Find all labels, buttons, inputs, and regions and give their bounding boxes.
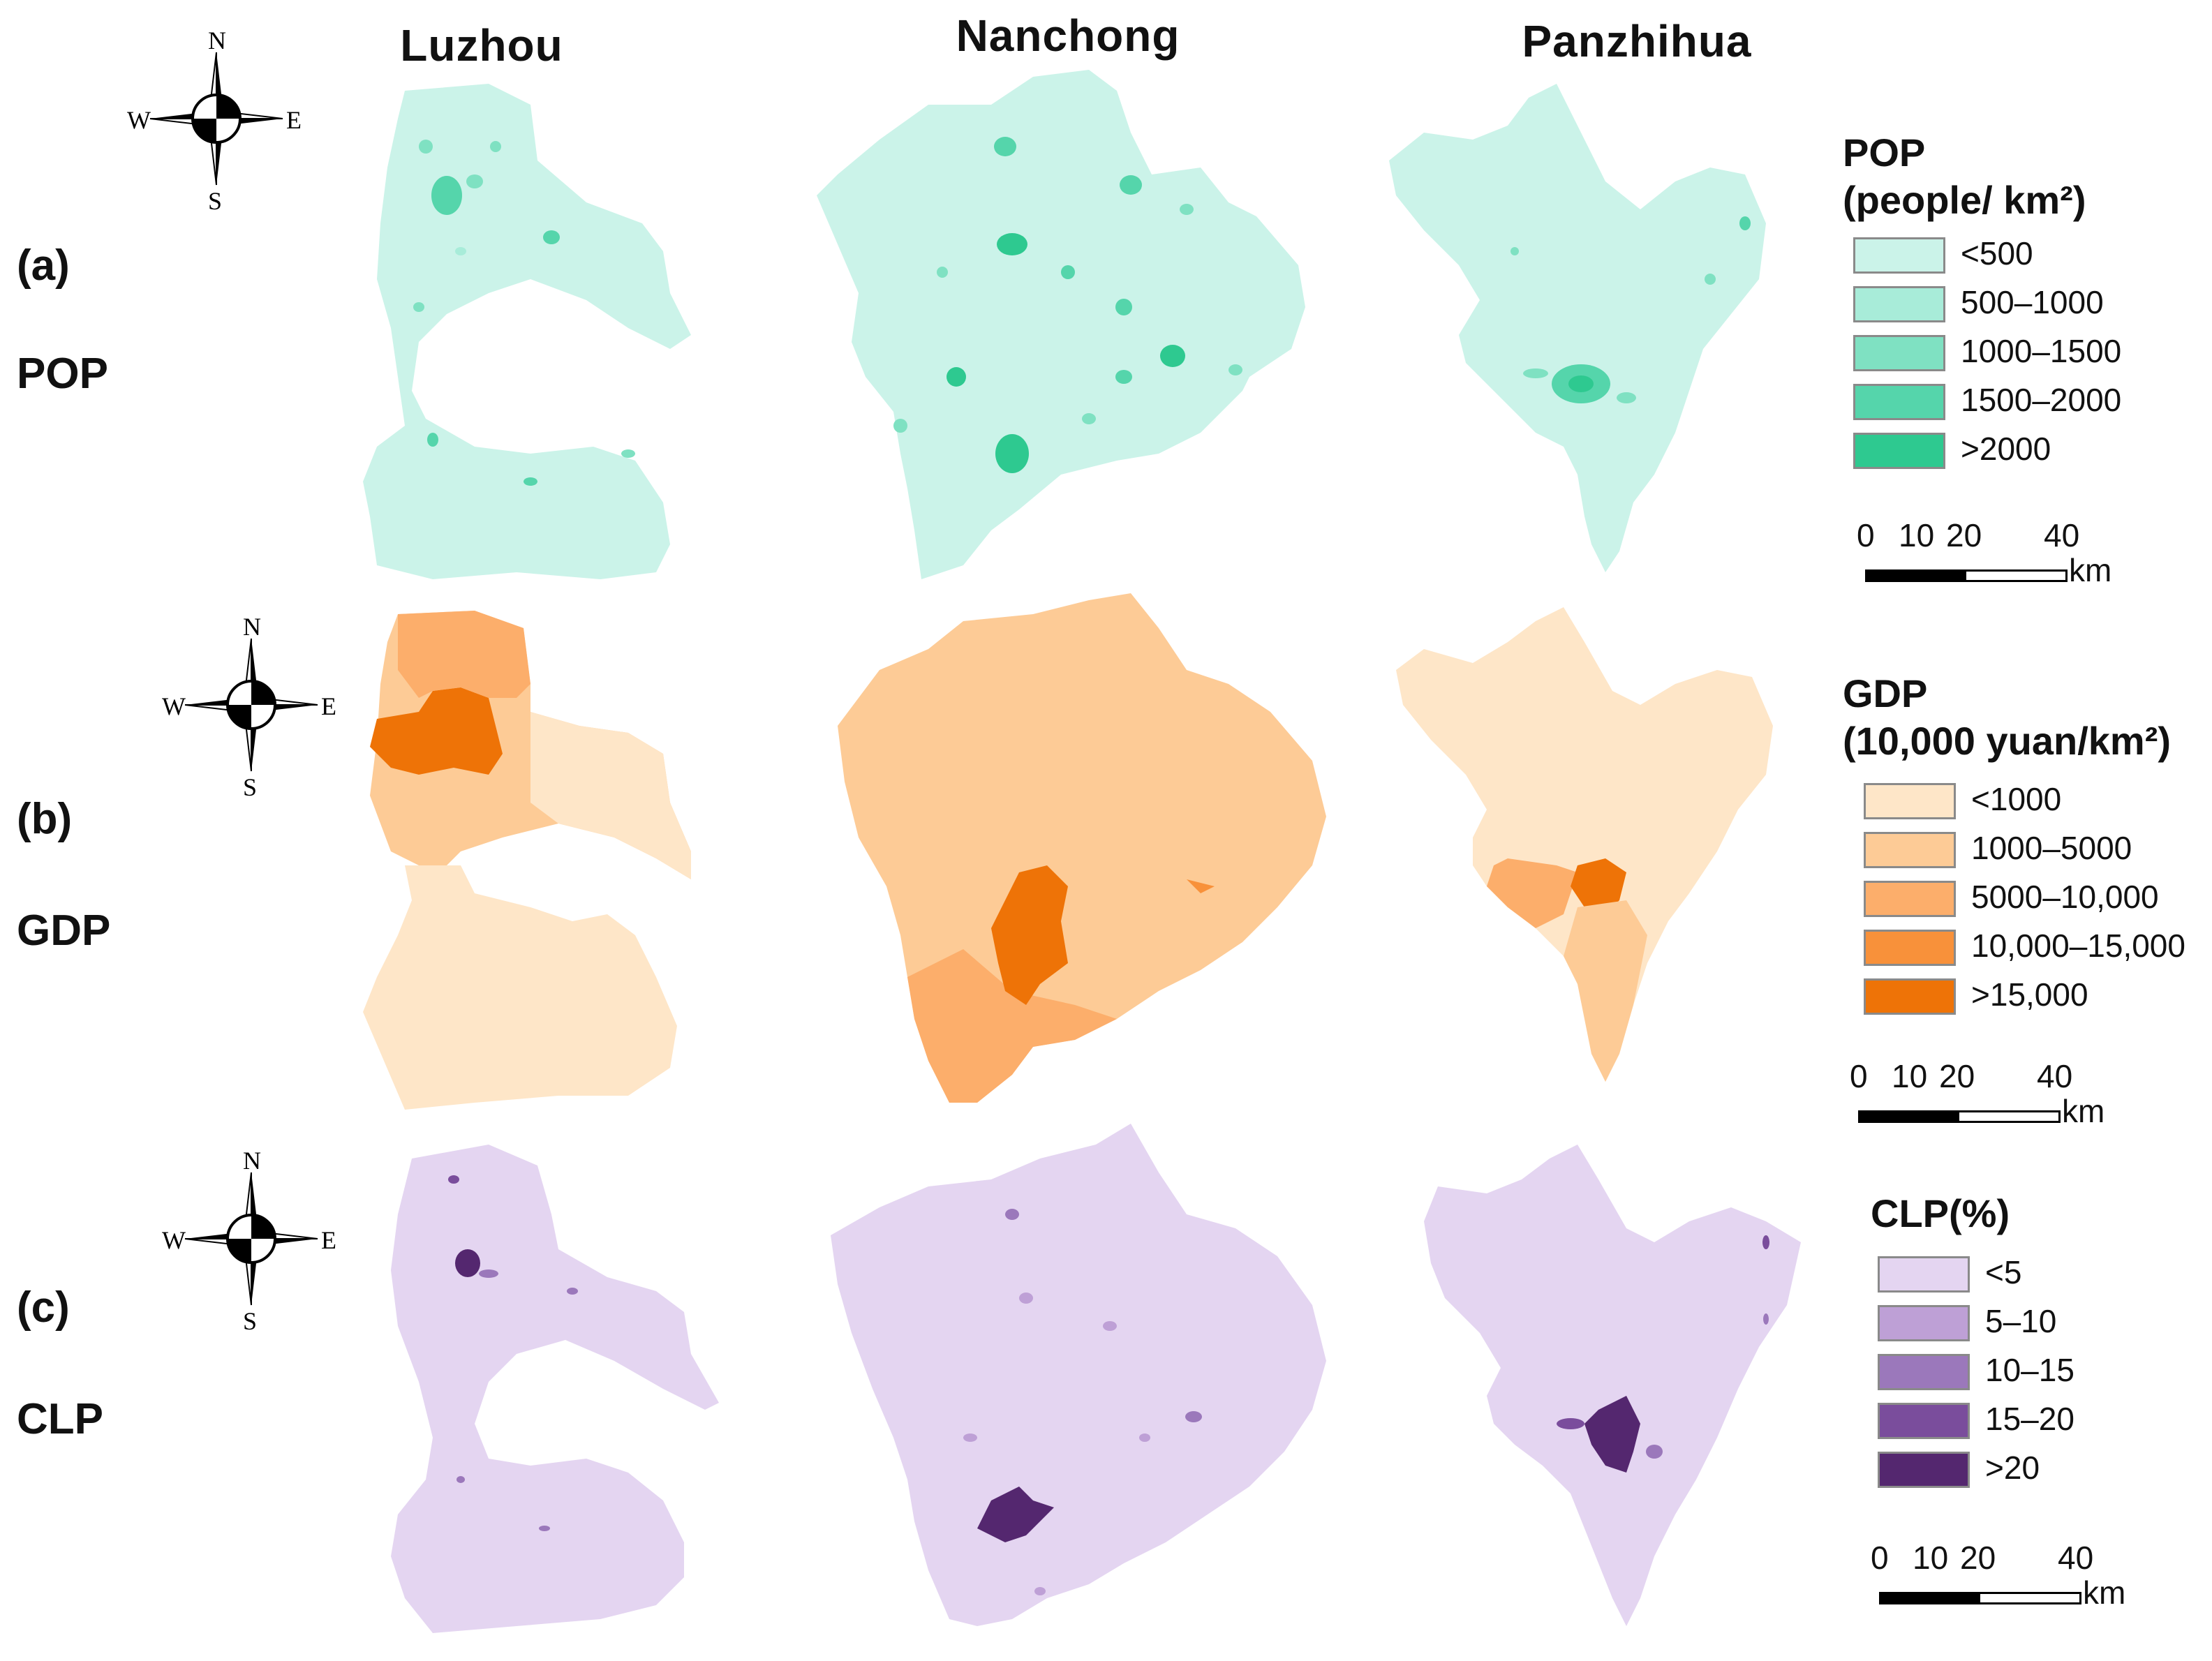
legend-label: <5 [1985, 1254, 2022, 1290]
scale-tick-20: 20 [1939, 1058, 1975, 1094]
scale-bar-graphic [1865, 569, 2068, 582]
legend-pop: POP (people/ km²) [1843, 129, 2086, 224]
legend-swatch [1878, 1452, 1970, 1488]
legend-gdp-title-line2: (10,000 yuan/km²) [1843, 719, 2171, 763]
legend-clp-title-line1: CLP(%) [1871, 1191, 2010, 1235]
scale-tick-20: 20 [1960, 1540, 1996, 1576]
legend-gdp-title-line1: GDP [1843, 671, 1928, 715]
legend-swatch [1864, 881, 1956, 917]
row-name-pop: POP [17, 350, 108, 398]
scale-tick-10: 10 [1913, 1540, 1949, 1576]
compass-w-label: W [162, 692, 186, 720]
scale-bar: 0 10 20 40 km [1857, 516, 2111, 593]
legend-pop-title-line1: POP [1843, 131, 1926, 174]
scale-bar: 0 10 20 40 km [1871, 1539, 2125, 1616]
row-name-gdp: GDP [17, 907, 111, 955]
legend-label: 1500–2000 [1961, 382, 2122, 418]
scale-tick-0: 0 [1850, 1058, 1868, 1094]
compass-s-label: S [243, 773, 257, 801]
legend-swatch [1864, 930, 1956, 966]
legend-gdp: GDP (10,000 yuan/km²) [1843, 670, 2171, 765]
legend-swatch [1864, 783, 1956, 819]
scale-tick-10: 10 [1899, 517, 1935, 553]
column-title-panzhihua: Panzhihua [1522, 16, 1752, 66]
legend-clp: CLP(%) [1871, 1190, 2010, 1237]
scale-unit: km [2069, 552, 2112, 588]
legend-swatch [1853, 237, 1945, 274]
legend-swatch [1853, 335, 1945, 371]
scale-unit: km [2062, 1093, 2105, 1129]
compass-s-label: S [208, 187, 222, 215]
compass-e-label: E [321, 692, 336, 720]
legend-label: 1000–1500 [1961, 333, 2122, 369]
scale-unit: km [2083, 1574, 2126, 1611]
row-name-clp: CLP [17, 1395, 103, 1443]
legend-label: <500 [1961, 235, 2033, 271]
legend-label: <1000 [1971, 781, 2062, 817]
scale-bar-graphic [1858, 1110, 2061, 1123]
legend-label: 10–15 [1985, 1352, 2074, 1388]
scale-tick-40: 40 [2058, 1540, 2094, 1576]
legend-label: 5–10 [1985, 1303, 2057, 1339]
scale-tick-10: 10 [1892, 1058, 1928, 1094]
legend-label: 500–1000 [1961, 284, 2104, 320]
legend-gdp-items: <1000 1000–5000 5000–10,000 10,000–15,00… [1864, 781, 2212, 1034]
legend-label: 10,000–15,000 [1971, 928, 2185, 964]
legend-label: >2000 [1961, 431, 2051, 467]
row-letter-a: (a) [17, 241, 70, 290]
legend-label: >15,000 [1971, 976, 2088, 1013]
scale-tick-40: 40 [2037, 1058, 2073, 1094]
scale-tick-0: 0 [1871, 1540, 1889, 1576]
legend-swatch [1878, 1354, 1970, 1390]
north-arrow-icon: N S E W [127, 27, 302, 215]
legend-pop-title-line2: (people/ km²) [1843, 178, 2086, 222]
scale-bar-graphic [1879, 1592, 2081, 1604]
legend-swatch [1878, 1403, 1970, 1439]
legend-swatch [1878, 1305, 1970, 1341]
column-title-luzhou: Luzhou [400, 20, 563, 70]
compass-n-label: N [243, 613, 261, 641]
north-arrow-icon: N S E W [162, 613, 336, 801]
legend-pop-items: <500 500–1000 1000–1500 1500–2000 >2000 [1853, 235, 2202, 489]
legend-swatch [1853, 433, 1945, 469]
row-letter-c: (c) [17, 1283, 70, 1332]
compass-s-label: S [243, 1307, 257, 1335]
legend-swatch [1878, 1256, 1970, 1293]
compass-e-label: E [321, 1226, 336, 1254]
legend-label: >20 [1985, 1450, 2040, 1486]
compass-n-label: N [243, 1147, 261, 1175]
row-letter-b: (b) [17, 795, 73, 843]
compass-w-label: W [162, 1226, 186, 1254]
legend-swatch [1864, 978, 1956, 1015]
compass-n-label: N [208, 27, 226, 54]
legend-swatch [1853, 286, 1945, 322]
legend-clp-items: <5 5–10 10–15 15–20 >20 [1878, 1254, 2199, 1507]
scale-tick-40: 40 [2044, 517, 2080, 553]
legend-label: 1000–5000 [1971, 830, 2132, 866]
scale-tick-20: 20 [1946, 517, 1982, 553]
legend-swatch [1853, 384, 1945, 420]
scale-bar: 0 10 20 40 km [1850, 1057, 2105, 1134]
north-arrow-icon: N S E W [162, 1147, 336, 1335]
legend-label: 5000–10,000 [1971, 879, 2159, 915]
column-title-nanchong: Nanchong [956, 10, 1180, 61]
legend-swatch [1864, 832, 1956, 868]
compass-e-label: E [286, 106, 302, 134]
legend-label: 15–20 [1985, 1401, 2074, 1437]
compass-w-label: W [127, 106, 151, 134]
scale-tick-0: 0 [1857, 517, 1875, 553]
